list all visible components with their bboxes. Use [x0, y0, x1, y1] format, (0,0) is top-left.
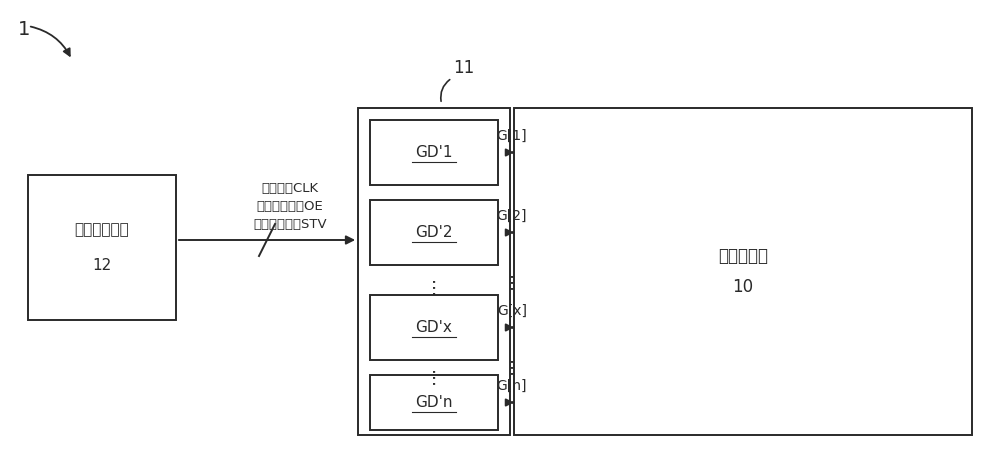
Text: 闸极致能讯号OE: 闸极致能讯号OE	[257, 199, 323, 212]
Text: GD'n: GD'n	[415, 395, 453, 410]
Bar	[370, 295, 498, 360]
Text: 时序控制器一: 时序控制器一	[75, 222, 129, 237]
Text: 闸极起始讯号STV: 闸极起始讯号STV	[253, 218, 327, 231]
Text: GD'2: GD'2	[415, 225, 453, 240]
Text: GD'x: GD'x	[416, 320, 452, 335]
Text: G[2]: G[2]	[497, 209, 527, 222]
Bar	[370, 200, 498, 265]
Bar	[370, 375, 498, 430]
Bar	[514, 108, 972, 435]
Text: G[1]: G[1]	[496, 129, 527, 142]
Bar	[28, 175, 176, 320]
Bar	[370, 120, 498, 185]
Text: G[n]: G[n]	[497, 379, 527, 393]
Text: ⋯: ⋯	[503, 271, 521, 289]
Text: ⋯: ⋯	[425, 366, 443, 384]
Text: ⋯: ⋯	[503, 356, 521, 374]
Text: ⋯: ⋯	[425, 276, 443, 294]
Text: 11: 11	[453, 59, 475, 77]
Text: 1: 1	[18, 20, 30, 39]
Text: GD'1: GD'1	[415, 145, 453, 160]
Text: G[x]: G[x]	[497, 304, 527, 317]
Text: 时钟讯号CLK: 时钟讯号CLK	[261, 182, 319, 195]
Bar	[358, 108, 510, 435]
Text: 10: 10	[732, 278, 754, 295]
Text: 显示面板一: 显示面板一	[718, 248, 768, 265]
Text: 12: 12	[92, 258, 112, 273]
